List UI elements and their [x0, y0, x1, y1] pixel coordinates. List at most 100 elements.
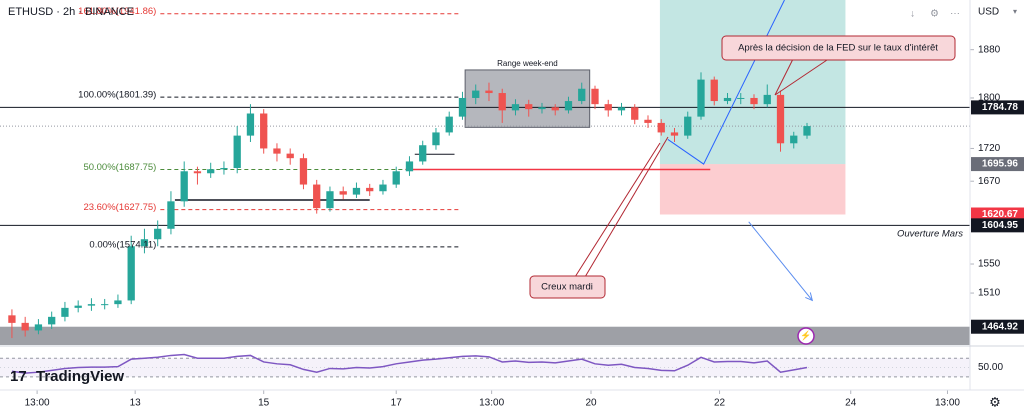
candle-body [48, 316, 56, 325]
candle-body [763, 94, 771, 105]
candle-body [657, 122, 665, 133]
fib-label: 0.00%(1574.11) [89, 239, 156, 250]
lightning-glyph: ⚡ [800, 329, 811, 341]
price-marker-box [971, 157, 1024, 172]
x-tick-label: 13:00 [935, 398, 960, 409]
price-marker-label: 1784.78 [982, 102, 1019, 113]
candle-body [101, 304, 109, 306]
candle-body [220, 167, 228, 170]
candle-body [803, 126, 811, 136]
candle-body [392, 171, 400, 185]
candle-body [366, 187, 374, 192]
candle-body [564, 101, 573, 111]
fib-label: 50.00%(1687.75) [83, 162, 156, 173]
callout-box [529, 275, 606, 299]
front-layer: Range week-end 1784.78 1695.96 1620.671604.… [78, 6, 1024, 334]
callout-text: Creux mardi [541, 282, 593, 293]
candle-body [631, 107, 639, 120]
candle-body [511, 104, 520, 111]
candle-body [207, 169, 215, 174]
rsi-line [11, 353, 808, 374]
x-tick-label: 17 [391, 398, 403, 409]
candle-body [723, 97, 732, 102]
fib-label: 100.00%(1801.39) [78, 90, 156, 101]
candle-body [604, 104, 612, 111]
candle-body [180, 171, 188, 202]
candle-body [154, 228, 162, 240]
price-marker-box [971, 100, 1024, 115]
candle-body [498, 93, 506, 111]
candle-body [21, 322, 29, 331]
candle-body [379, 184, 387, 192]
candle-body [246, 113, 255, 136]
icon-down[interactable]: ↓ [910, 9, 915, 20]
candle-body [34, 324, 43, 331]
x-tick-label: 13:00 [25, 398, 50, 409]
icon-more[interactable]: ⋯ [950, 9, 960, 20]
x-tick-label: 24 [845, 398, 857, 409]
price-marker-box [971, 207, 1024, 222]
icon-settings[interactable]: ⚙ [930, 9, 939, 20]
currency: USD [978, 7, 999, 18]
settings-gear[interactable]: ⚙ [989, 394, 1001, 409]
price-marker-box [971, 319, 1024, 334]
candle-body [551, 107, 559, 111]
y-tick-label: 1720 [978, 143, 1001, 154]
price-marker-label: 1464.92 [982, 321, 1019, 332]
range-box-label: Range week-end [497, 59, 557, 68]
x-tick-label: 15 [258, 398, 270, 409]
logo-icon: 17 [10, 368, 27, 385]
candle-body [233, 135, 241, 168]
price-marker-box [971, 218, 1024, 233]
fib-label: 23.60%(1627.75) [83, 202, 156, 213]
chart-title: ETHUSD · 2h · BINANCE [8, 6, 134, 18]
candle-body [140, 239, 149, 247]
candle-body [591, 88, 599, 105]
line-label: Ouverture Mars [897, 229, 963, 240]
candle-body [61, 307, 69, 317]
price-marker-label: 1620.67 [982, 209, 1019, 220]
y-tick-label: 1880 [978, 44, 1001, 55]
x-tick-label: 20 [585, 398, 597, 409]
currency-caret[interactable]: ▾ [1013, 7, 1017, 16]
callout-text: Après la décision de la FED sur le taux … [738, 43, 938, 54]
candle-body [578, 88, 586, 102]
callout-leader [774, 54, 831, 96]
candle-body [538, 107, 546, 110]
candle-body [525, 104, 533, 110]
x-tick-label: 13 [130, 398, 142, 409]
candle-body [644, 119, 652, 123]
position-stop-zone [659, 164, 846, 215]
candle-body [326, 191, 334, 209]
candle-body [127, 246, 135, 301]
candle-body [260, 113, 268, 149]
y-tick-label: 1670 [978, 176, 1001, 187]
candle-body [445, 116, 453, 133]
candle-body [114, 300, 122, 305]
candle-body [405, 161, 414, 172]
candle-body [313, 184, 321, 209]
rsi-tick-label: 50.00 [978, 362, 1003, 373]
y-tick-label: 1800 [978, 93, 1001, 104]
candle-body [617, 107, 626, 111]
candle-body [776, 94, 785, 144]
lightning-icon[interactable] [797, 327, 815, 345]
callout-leader [574, 136, 669, 278]
x-tick-label: 13:00 [479, 398, 504, 409]
candle-body [87, 304, 96, 306]
candle-body [419, 145, 427, 162]
price-marker-label: 1604.95 [982, 220, 1019, 231]
price-zone [0, 326, 970, 345]
y-tick-label: 1550 [978, 259, 1001, 270]
callout-box [721, 35, 956, 61]
candle-body [299, 158, 308, 185]
candle-body [74, 305, 82, 308]
y-tick-label: 1510 [978, 288, 1001, 299]
candle-body [167, 201, 175, 229]
candle-body [273, 148, 281, 154]
candle-body [790, 135, 798, 144]
candle-body [286, 153, 294, 159]
candle-body [472, 90, 480, 98]
